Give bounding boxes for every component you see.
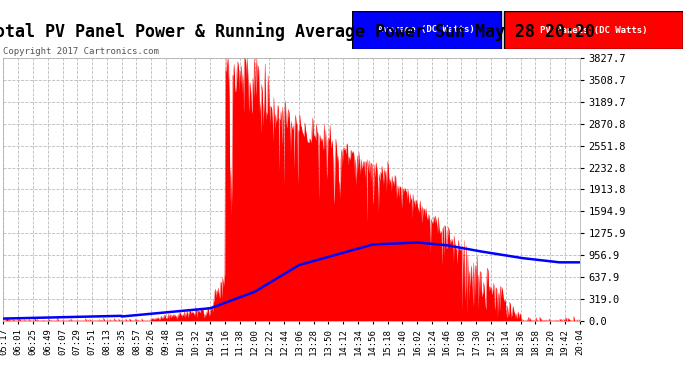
Text: Average (DC Watts): Average (DC Watts) [378,26,475,34]
FancyBboxPatch shape [504,11,683,49]
Text: PV Panels (DC Watts): PV Panels (DC Watts) [540,26,647,34]
FancyBboxPatch shape [352,11,501,49]
Text: Total PV Panel Power & Running Average Power Sun May 28 20:20: Total PV Panel Power & Running Average P… [0,22,595,42]
Text: Copyright 2017 Cartronics.com: Copyright 2017 Cartronics.com [3,47,159,56]
